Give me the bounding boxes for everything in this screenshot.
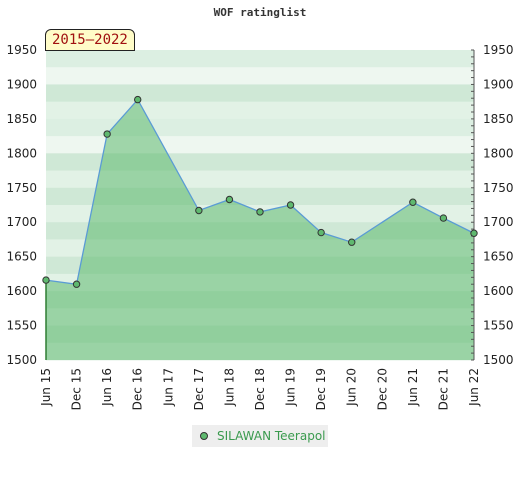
- y-tick-label-left: 1500: [6, 353, 37, 367]
- y-tick-label-right: 1850: [483, 112, 514, 126]
- y-tick-label-right: 1500: [483, 353, 514, 367]
- data-point: [348, 238, 356, 246]
- band: [46, 84, 474, 103]
- y-tick-label-left: 1700: [6, 215, 37, 229]
- y-tick-label-left: 1650: [6, 250, 37, 264]
- data-points: [42, 95, 478, 288]
- band: [46, 101, 474, 120]
- data-point: [42, 276, 50, 284]
- legend-marker-icon: [200, 432, 208, 440]
- data-point: [470, 229, 478, 237]
- y-axis-labels-left: 1500 1550 1600 1650 1700 1750 1800 1850 1900 1950: [6, 43, 37, 367]
- y-tick-label-right: 1550: [483, 319, 514, 333]
- x-tick-label: Jun 17: [161, 368, 175, 407]
- data-point: [72, 280, 81, 288]
- y-tick-label-right: 1750: [483, 181, 514, 195]
- date-range-badge: 2015–2022: [45, 29, 135, 51]
- band: [46, 50, 474, 68]
- x-tick-label: Jun 16: [100, 368, 114, 407]
- y-tick-label-left: 1950: [6, 43, 37, 57]
- legend[interactable]: SILAWAN Teerapol: [192, 425, 328, 447]
- x-tick-label: Jun 21: [406, 368, 420, 407]
- x-tick-label: Dec 20: [375, 368, 389, 410]
- y-tick-label-right: 1950: [483, 43, 514, 57]
- x-tick-label: Dec 15: [70, 368, 84, 410]
- x-tick-label: Jun 15: [39, 368, 53, 407]
- data-point: [195, 206, 203, 215]
- band: [46, 67, 474, 85]
- y-tick-label-left: 1900: [6, 77, 37, 91]
- x-tick-label: Dec 19: [314, 368, 328, 410]
- data-point: [103, 130, 111, 138]
- x-tick-label: Jun 20: [345, 368, 359, 407]
- data-point: [317, 228, 325, 237]
- data-point: [256, 208, 264, 216]
- data-point: [286, 201, 295, 209]
- area-fill: [46, 99, 474, 360]
- y-tick-label-left: 1750: [6, 181, 37, 195]
- y-tick-label-left: 1600: [6, 284, 37, 298]
- y-tick-label-right: 1800: [483, 146, 514, 160]
- legend-label: SILAWAN Teerapol: [217, 429, 326, 443]
- y-tick-label-right: 1700: [483, 215, 514, 229]
- data-point: [439, 214, 448, 222]
- data-point: [225, 195, 234, 204]
- y-tick-label-left: 1850: [6, 112, 37, 126]
- data-point: [409, 198, 417, 206]
- data-point: [134, 95, 142, 104]
- x-axis-labels: Jun 15 Dec 15 Jun 16 Dec 16 Jun 17 Dec 17 Jun …: [39, 368, 481, 410]
- y-tick-label-right: 1600: [483, 284, 514, 298]
- y-axis-labels-right: 1500 1550 1600 1650 1700 1750 1800 1850 1900 1950: [483, 43, 514, 367]
- chart-title: WOF ratinglist: [213, 6, 307, 19]
- y-tick-label-right: 1650: [483, 250, 514, 264]
- x-tick-label: Jun 18: [222, 368, 236, 407]
- y-tick-label-right: 1900: [483, 77, 514, 91]
- axes: [45, 50, 475, 360]
- x-tick-label: Dec 17: [192, 368, 206, 410]
- x-tick-label: Jun 19: [284, 368, 298, 407]
- x-tick-label: Dec 21: [436, 368, 450, 410]
- x-tick-label: Jun 22: [467, 368, 481, 407]
- x-tick-label: Dec 18: [253, 368, 267, 410]
- x-tick-label: Dec 16: [131, 368, 145, 410]
- y-tick-label-left: 1800: [6, 146, 37, 160]
- area-path: [46, 99, 474, 360]
- y-tick-label-left: 1550: [6, 319, 37, 333]
